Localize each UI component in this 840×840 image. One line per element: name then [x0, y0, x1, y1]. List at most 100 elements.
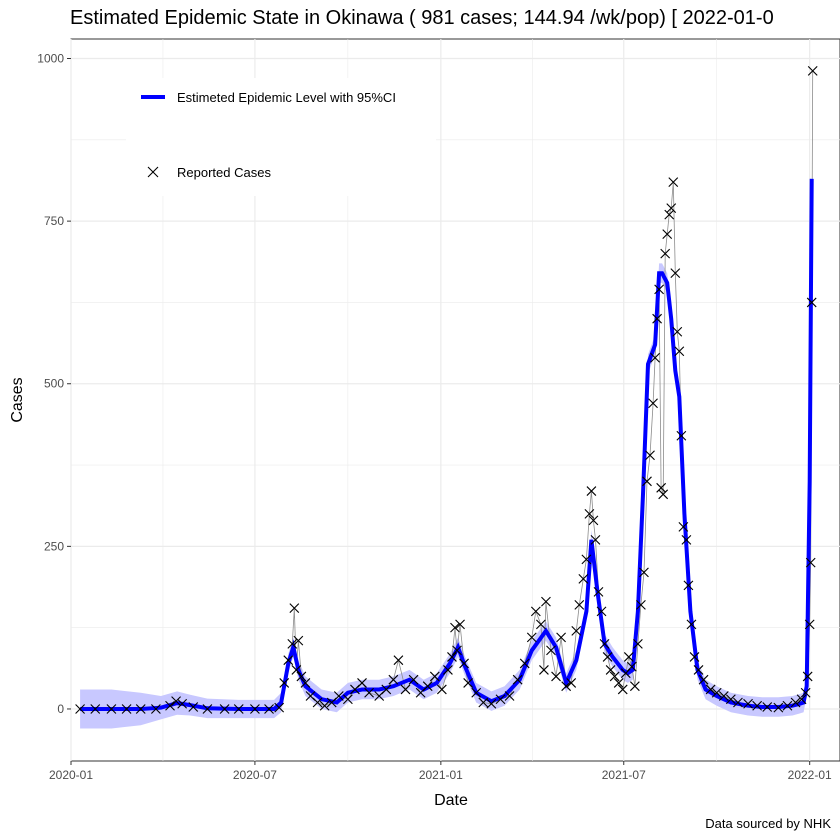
reported-point — [530, 606, 541, 617]
reported-point — [233, 704, 244, 714]
reported-point — [561, 681, 572, 692]
reported-point — [733, 697, 743, 708]
reported-point — [471, 687, 482, 698]
reported-point — [743, 698, 753, 709]
reported-point — [626, 661, 637, 672]
reported-point — [459, 658, 469, 669]
reported-point — [551, 671, 561, 682]
reported-point — [287, 639, 298, 649]
reported-point — [725, 694, 736, 705]
reported-point — [593, 586, 604, 597]
reported-point — [613, 678, 624, 688]
reported-point — [296, 671, 307, 682]
x-tick-label: 2022-01 — [788, 768, 832, 782]
reported-point — [802, 671, 813, 682]
reported-point — [660, 248, 671, 259]
reported-point — [279, 678, 290, 688]
reported-point — [121, 704, 132, 714]
reported-point — [676, 430, 687, 441]
reported-point — [686, 619, 697, 630]
reported-point — [629, 681, 640, 692]
x-axis-title: Date — [434, 792, 468, 809]
chart-title: Estimated Epidemic State in Okinawa ( 98… — [70, 7, 774, 29]
reported-point — [804, 619, 815, 630]
data-source-caption: Data sourced by NHK — [705, 816, 831, 831]
reported-point — [648, 398, 658, 409]
reported-point — [381, 684, 392, 695]
reported-point — [807, 65, 818, 76]
reported-point — [588, 515, 599, 526]
reported-point — [342, 694, 353, 705]
reported-point — [90, 704, 101, 714]
reported-point — [274, 702, 285, 713]
reported-point — [393, 655, 404, 666]
reported-point — [602, 652, 613, 662]
reported-point — [250, 704, 260, 714]
reported-point — [541, 596, 551, 607]
reported-point — [705, 684, 716, 695]
reported-point — [566, 678, 577, 688]
x-tick-label: 2020-07 — [233, 768, 277, 782]
reported-point — [796, 694, 807, 705]
reported-point — [463, 678, 474, 688]
reported-point — [636, 600, 646, 610]
reported-point — [683, 580, 694, 591]
reported-point — [668, 177, 679, 187]
y-axis: 0 250 500 750 1000 — [37, 52, 71, 716]
reported-point — [790, 697, 801, 708]
reported-point — [664, 209, 675, 220]
reported-point — [666, 203, 677, 214]
x-tick-label: 2020-01 — [49, 768, 93, 782]
reported-point — [642, 476, 652, 487]
reported-point — [422, 681, 433, 692]
reported-point — [447, 652, 457, 662]
reported-point — [689, 652, 700, 662]
reported-point — [678, 521, 689, 532]
reported-point — [654, 284, 665, 295]
estimate-line — [80, 178, 814, 711]
reported-point — [519, 658, 530, 669]
reported-point — [556, 632, 566, 643]
reported-point — [773, 702, 784, 713]
reported-point — [674, 346, 685, 357]
x-tick-label: 2021-07 — [602, 768, 646, 782]
reported-point — [656, 482, 667, 493]
reported-point — [291, 665, 302, 675]
reported-point — [806, 297, 817, 308]
reported-point — [599, 639, 610, 649]
reported-point — [165, 700, 175, 711]
reported-point — [782, 700, 793, 711]
reported-point — [670, 268, 681, 279]
reported-point — [681, 534, 692, 545]
reported-point — [429, 671, 440, 682]
reported-point — [623, 652, 634, 662]
reported-point — [188, 702, 199, 712]
reported-point — [300, 678, 311, 688]
reported-point — [171, 696, 181, 707]
reported-point — [364, 687, 374, 698]
reported-point — [752, 700, 763, 711]
reported-point — [443, 665, 453, 675]
reported-point — [581, 554, 592, 565]
x-tick-label: 2021-01 — [419, 768, 463, 782]
reported-point — [718, 691, 729, 701]
legend-reported-label: Reported Cases — [177, 165, 271, 180]
reported-point — [605, 665, 616, 675]
reported-point — [486, 698, 497, 709]
reported-point — [571, 626, 582, 636]
reported-point — [539, 665, 549, 675]
y-tick-label: 750 — [44, 214, 64, 228]
y-tick-label: 1000 — [37, 52, 64, 66]
reported-point — [609, 671, 620, 682]
reported-point — [645, 450, 655, 461]
reported-point — [264, 704, 274, 714]
y-axis-title: Cases — [9, 377, 26, 422]
reported-point — [106, 704, 117, 714]
reported-point — [805, 557, 816, 568]
reported-point — [452, 645, 462, 656]
reported-point — [333, 691, 344, 701]
reported-point — [762, 702, 773, 712]
reported-point — [639, 567, 649, 578]
reported-point — [504, 691, 515, 701]
